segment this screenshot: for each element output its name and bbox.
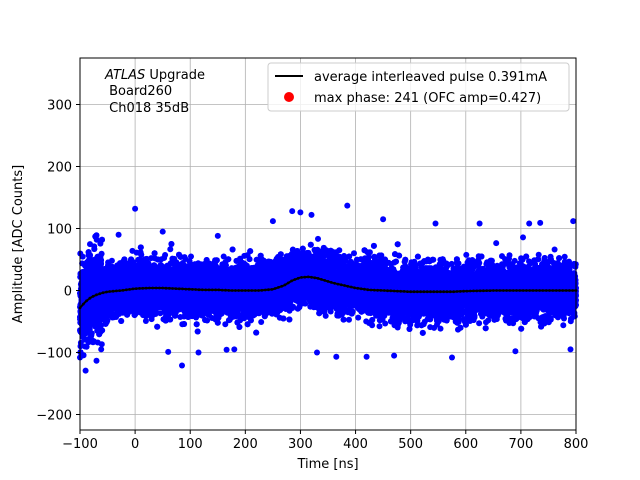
scatter-point <box>98 346 105 353</box>
scatter-point <box>167 246 174 253</box>
scatter-point <box>93 357 100 364</box>
scatter-point <box>82 367 89 374</box>
scatter-cloud-series <box>77 202 579 374</box>
scatter-point <box>188 253 194 260</box>
scatter-point <box>355 314 362 321</box>
scatter-point <box>535 251 542 258</box>
scatter-point <box>476 320 483 327</box>
scatter-point <box>376 323 383 330</box>
